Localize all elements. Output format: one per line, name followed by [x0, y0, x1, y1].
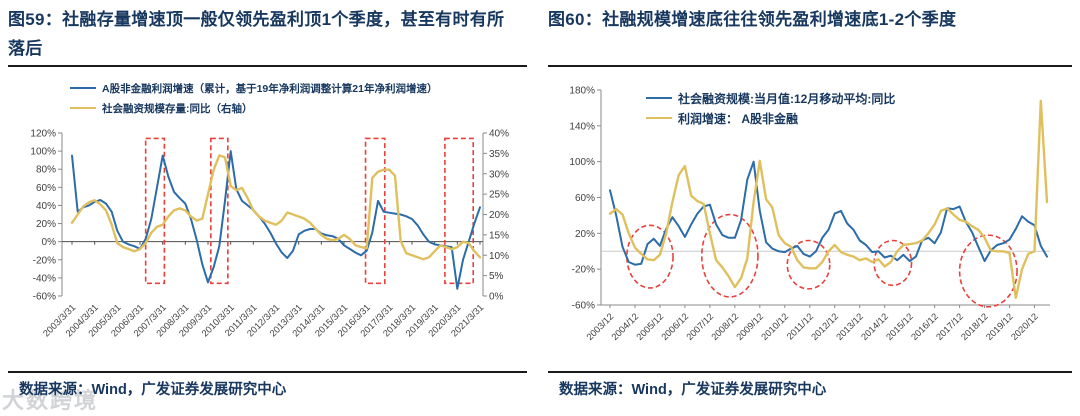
footer-divider: [8, 371, 527, 373]
legend-item: 社会融资规模:当月值:12月移动平均:同比: [646, 88, 895, 108]
yellow-line-swatch: [646, 116, 672, 120]
legend-item: 社会融资规模存量:同比（右轴）: [70, 98, 437, 118]
lead-lag-annotation-ellipse: [958, 234, 1018, 308]
y-axis-label: -60%: [33, 292, 56, 303]
blue-line-swatch: [70, 86, 96, 90]
y-axis-label: 100%: [569, 157, 595, 168]
y2-axis-label: 20%: [489, 210, 509, 221]
lead-lag-annotation-rect: [144, 137, 166, 285]
y-axis-label: 60%: [575, 193, 595, 204]
y2-axis-label: 30%: [489, 169, 509, 180]
x-axis-label: 2010/12: [759, 311, 790, 342]
y-axis-label: -60%: [572, 301, 595, 312]
yellow-series-line: [70, 154, 482, 261]
legend-label-profit-growth: A股非金融利润增速（累计，基于19年净利润调整计算21年净利润增速）: [102, 82, 438, 95]
title-divider: [8, 65, 527, 67]
legend-item: A股非金融利润增速（累计，基于19年净利润调整计算21年净利润增速）: [70, 78, 437, 98]
y-axis-label: 60%: [36, 183, 56, 194]
data-source-note: 数据来源：Wind，广发证券发展研究中心: [559, 382, 827, 398]
lead-lag-annotation-ellipse: [786, 239, 831, 290]
legend-item: 利润增速： A股非金融: [646, 108, 895, 128]
y-axis-label: 0%: [42, 237, 57, 248]
y2-axis-label: 0%: [489, 292, 504, 303]
y-axis-label: -40%: [33, 273, 56, 284]
figure-59-chart: 120% 100% 80% 60% 40% 20% 0% -20% -40% -60% 40% 35%…: [30, 129, 509, 339]
legend-label-profit-growth: 利润增速： A股非金融: [678, 111, 799, 126]
y2-axis-label: 5%: [489, 271, 504, 282]
legend-label-social-financing: 社会融资规模:当月值:12月移动平均:同比: [678, 91, 896, 106]
blue-line-swatch: [646, 96, 672, 100]
y-axis-label: 80%: [36, 165, 56, 176]
lead-lag-annotation-rect: [210, 137, 229, 285]
watermark: 大数跨境: [2, 388, 99, 413]
lead-lag-annotation-rect: [444, 137, 475, 285]
figure-60-legend: 社会融资规模:当月值:12月移动平均:同比 利润增速： A股非金融: [646, 88, 895, 128]
y-axis-label: 120%: [30, 129, 56, 140]
blue-series-line: [71, 150, 481, 290]
y2-axis-label: 10%: [489, 251, 509, 262]
y2-axis-label: 25%: [489, 190, 509, 201]
figure-59-panel: 图59：社融存量增速顶一般仅领先盈利顶1个季度，甚至有时有所落后 A股非金融利润…: [8, 10, 527, 398]
figure-59-title: 图59：社融存量增速顶一般仅领先盈利顶1个季度，甚至有时有所落后: [8, 10, 505, 58]
y-axis-label: 140%: [569, 121, 595, 132]
y2-axis-label: 40%: [489, 129, 509, 140]
y-axis-label: 180%: [569, 86, 595, 97]
y-axis-label: 20%: [36, 219, 56, 230]
legend-label-social-financing: 社会融资规模存量:同比（右轴）: [102, 102, 253, 115]
data-source-note: 数据来源：Wind，广发证券发展研究中心: [19, 382, 287, 398]
lead-lag-annotation-rect: [364, 137, 386, 285]
figure-59-legend: A股非金融利润增速（累计，基于19年净利润调整计算21年净利润增速） 社会融资规…: [70, 78, 437, 118]
yellow-line-swatch: [70, 106, 96, 110]
lead-lag-annotation-ellipse: [626, 224, 674, 289]
yellow-series-line: [608, 99, 1049, 299]
lead-lag-annotation-ellipse: [873, 239, 913, 287]
y-axis-label: -20%: [572, 265, 595, 276]
figure-60-chart: 180%140%100%60%20%-20%-60%2003/122004/12…: [569, 86, 1050, 342]
y-axis-label: 100%: [30, 147, 56, 158]
blue-series-line: [609, 160, 1048, 266]
y2-axis-label: 15%: [489, 230, 509, 241]
y-axis-label: -20%: [33, 255, 56, 266]
y-axis-label: 40%: [36, 201, 56, 212]
title-divider: [548, 65, 1072, 67]
y-axis-label: 20%: [575, 229, 595, 240]
lead-lag-annotation-ellipse: [700, 213, 759, 298]
footer-divider: [548, 371, 1072, 373]
y2-axis-label: 35%: [489, 149, 509, 160]
figure-60-panel: 图60：社融规模增速底往往领先盈利增速底1-2个季度 社会融资规模:当月值:12…: [540, 0, 1080, 416]
figure-60-title: 图60：社融规模增速底往往领先盈利增速底1-2个季度: [548, 10, 957, 29]
x-axis-label: 2020/12: [1009, 311, 1040, 342]
